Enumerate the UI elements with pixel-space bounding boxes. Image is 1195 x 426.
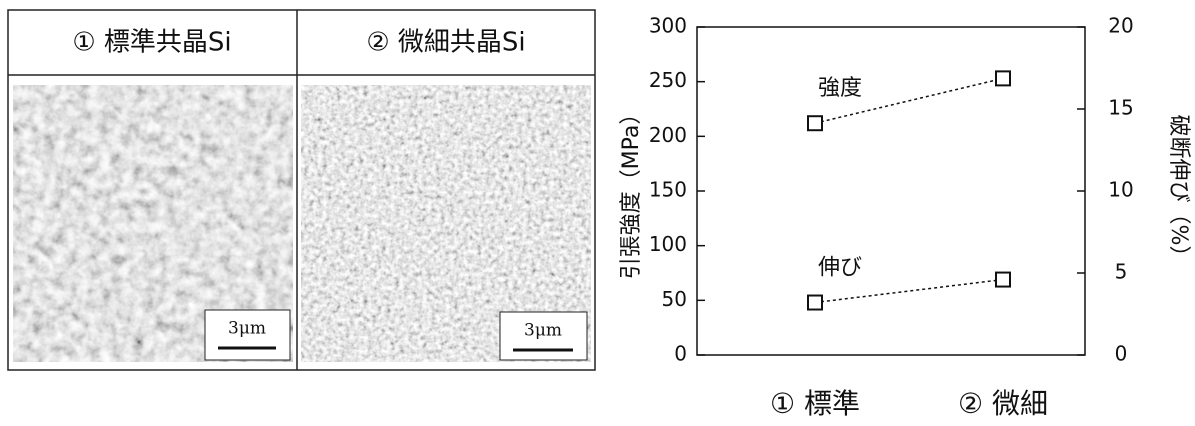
y2-tick-label: 0 — [1115, 342, 1128, 366]
plot-frame — [697, 27, 1085, 355]
y2-tick-label: 10 — [1108, 178, 1133, 202]
y2-tick-label: 5 — [1115, 260, 1128, 284]
y-axis-label: 引張強度（MPa） — [619, 103, 644, 280]
y-tick-label: 250 — [649, 68, 687, 92]
micrograph-table: ① 標準共晶Si ② 微細共晶Si 3μm 3μm — [8, 10, 595, 370]
x-tick-label: ① 標準 — [770, 387, 860, 420]
panel-header: ① 標準共晶Si — [72, 28, 231, 58]
series-annotation: 強度 — [818, 76, 862, 101]
x-tick-label: ② 微細 — [958, 387, 1048, 420]
figure: ① 標準共晶Si ② 微細共晶Si 3μm 3μm 引張強度（MPa） 破断伸び… — [0, 0, 1195, 426]
chart: 引張強度（MPa） 破断伸び（%） 0 50 100 150 200 250 300 0 5 10… — [619, 14, 1191, 421]
marker — [996, 71, 1010, 85]
series-line — [815, 280, 1003, 303]
y2-axis-label: 破断伸び（%） — [1166, 115, 1191, 268]
y-tick-label: 0 — [674, 342, 687, 366]
series-annotation: 伸び — [818, 256, 862, 281]
y2-tick-label: 15 — [1108, 96, 1133, 120]
y-tick-label: 150 — [649, 178, 687, 202]
y2-tick-label: 20 — [1108, 14, 1133, 38]
scale-label: 3μm — [228, 319, 266, 339]
y-tick-label: 50 — [662, 287, 687, 311]
y-tick-label: 100 — [649, 232, 687, 256]
panel-header: ② 微細共晶Si — [366, 28, 525, 58]
y-tick-label: 200 — [649, 123, 687, 147]
marker — [996, 273, 1010, 287]
y-tick-label: 300 — [649, 14, 687, 38]
marker — [808, 296, 822, 310]
marker — [808, 116, 822, 130]
scale-label: 3μm — [524, 321, 562, 341]
